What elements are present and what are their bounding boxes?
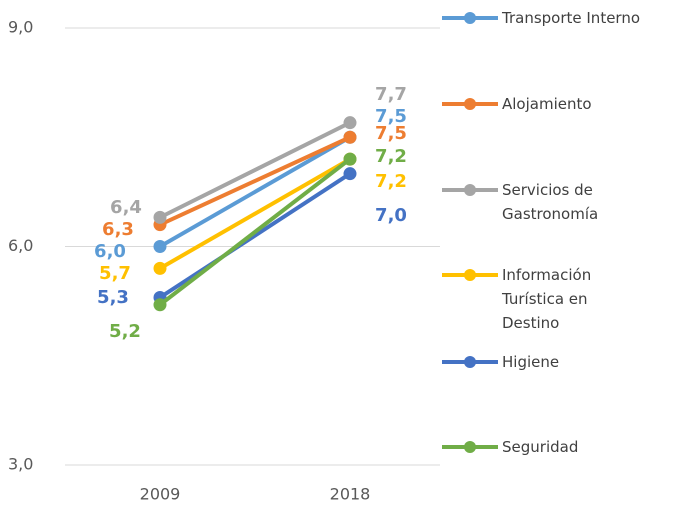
value-label: 6,0 [94, 241, 126, 262]
x-tick-label: 2009 [140, 485, 181, 504]
y-tick-label: 3,0 [8, 455, 33, 474]
series-line [158, 171, 352, 300]
value-label: 7,7 [375, 84, 407, 105]
legend-marker [464, 98, 476, 110]
series-line [158, 157, 352, 307]
legend-marker [464, 441, 476, 453]
value-label: 6,4 [110, 197, 142, 218]
value-label: 6,3 [102, 219, 134, 240]
value-label: 5,2 [109, 321, 141, 342]
value-label: 7,0 [375, 205, 407, 226]
legend-label: Higiene [502, 353, 560, 371]
x-tick-label: 2018 [330, 485, 371, 504]
y-tick-label: 6,0 [8, 236, 33, 255]
data-point [153, 261, 167, 275]
data-point [153, 298, 167, 312]
value-label: 7,5 [375, 123, 407, 144]
legend-label: Alojamiento [502, 95, 592, 113]
data-point [153, 210, 167, 224]
series-line [159, 135, 351, 249]
value-label: 7,2 [375, 146, 407, 167]
data-point [343, 130, 357, 144]
series-line [159, 135, 351, 227]
legend-label: Transporte Interno [502, 9, 641, 27]
y-tick-label: 9,0 [8, 18, 33, 37]
value-label: 5,3 [97, 287, 129, 308]
series-line [159, 120, 351, 220]
data-point [153, 240, 167, 253]
legend-marker [464, 184, 476, 196]
legend-label: Información Turística en Destino [502, 266, 592, 332]
value-label: 7,2 [375, 171, 407, 192]
data-point [343, 167, 357, 181]
series-line [159, 157, 351, 271]
legend-marker [464, 12, 476, 24]
value-label: 5,7 [99, 263, 131, 284]
legend-marker [464, 356, 476, 368]
data-point [343, 116, 357, 130]
data-point [343, 152, 357, 166]
legend-marker [464, 269, 476, 281]
legend-label: Servicios de Gastronomía [502, 181, 599, 223]
value-label: 7,5 [375, 106, 407, 127]
legend-label: Seguridad [502, 438, 579, 456]
